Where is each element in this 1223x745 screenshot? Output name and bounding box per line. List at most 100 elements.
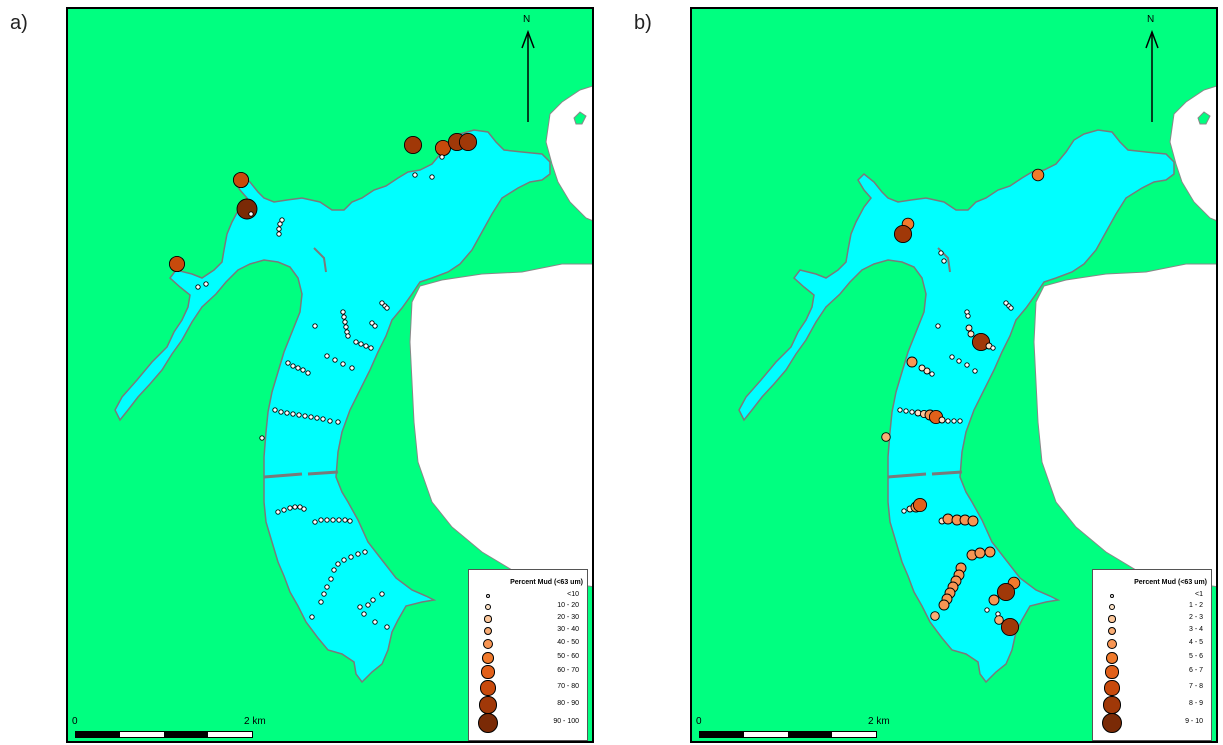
legend-class-label: 6 - 7 <box>1188 667 1203 674</box>
legend-b: Percent Mud (<63 um) <1 1 - 2 2 - 3 3 - 4 4 … <box>1092 569 1212 741</box>
sample-point <box>935 323 941 329</box>
sample-point <box>308 414 314 420</box>
legend-item: <10 <box>469 591 587 609</box>
legend-class-label: 4 - 5 <box>1188 639 1203 646</box>
sample-point <box>276 226 282 232</box>
legend-symbol <box>1109 593 1115 599</box>
legend-symbol <box>485 593 491 599</box>
legend-item: 9 - 10 <box>1093 713 1211 736</box>
legend-class-label: 3 - 4 <box>1188 626 1203 633</box>
legend-item: 70 - 80 <box>469 680 587 701</box>
legend-symbol <box>1108 615 1116 623</box>
legend-item: 2 - 3 <box>1093 614 1211 632</box>
sample-point <box>988 594 1000 606</box>
sample-point <box>332 357 338 363</box>
sample-point <box>965 324 973 332</box>
sample-point <box>335 561 341 567</box>
legend-class-label: 90 - 100 <box>553 718 579 725</box>
legend-symbol <box>483 639 493 649</box>
sample-point <box>994 615 1004 625</box>
legend-symbol <box>484 615 492 623</box>
sample-point <box>893 224 913 244</box>
sample-point <box>324 353 330 359</box>
sample-point <box>365 602 371 608</box>
sample-point <box>301 506 307 512</box>
legend-title: Percent Mud (<63 um) <box>510 579 583 586</box>
legend-symbol <box>478 713 498 733</box>
sample-point <box>331 567 337 573</box>
scale-end: 2 km <box>244 716 266 727</box>
sample-point <box>292 504 298 510</box>
sample-point <box>347 518 353 524</box>
sample-point <box>236 198 258 220</box>
sample-point <box>370 597 376 603</box>
sample-point <box>938 250 944 256</box>
legend-item: 3 - 4 <box>1093 626 1211 644</box>
legend-symbol <box>485 604 491 610</box>
sample-point <box>967 330 975 338</box>
sample-point <box>458 132 478 152</box>
sample-point <box>965 313 971 319</box>
samples-a-group <box>168 132 478 630</box>
sample-point <box>290 363 296 369</box>
north-arrow-a: N <box>518 14 538 124</box>
sample-point <box>972 368 978 374</box>
sample-point <box>897 407 903 413</box>
sample-point <box>345 333 351 339</box>
legend-class-label: 20 - 30 <box>557 614 579 621</box>
sample-point <box>1000 617 1020 637</box>
sample-point <box>439 154 445 160</box>
sample-point <box>324 584 330 590</box>
legend-class-label: 1 - 2 <box>1188 602 1203 609</box>
north-label: N <box>1147 14 1155 25</box>
sample-point <box>909 409 915 415</box>
sample-point <box>335 419 341 425</box>
legend-class-label: 60 - 70 <box>557 667 579 674</box>
panel-b-label: b) <box>634 12 652 34</box>
map-panel-a: N Percent Mud (<63 um) <10 10 - 20 20 - 30… <box>66 7 594 743</box>
sample-point <box>290 411 296 417</box>
sample-point <box>1031 168 1045 182</box>
sample-point <box>272 407 278 413</box>
legend-symbol <box>1107 626 1117 636</box>
legend-class-label: 50 - 60 <box>557 653 579 660</box>
legend-title: Percent Mud (<63 um) <box>1134 579 1207 586</box>
sample-point <box>278 409 284 415</box>
legend-class-label: 10 - 20 <box>557 602 579 609</box>
sample-point <box>412 172 418 178</box>
legend-symbol <box>481 665 495 679</box>
sample-point <box>938 416 946 424</box>
sample-point <box>967 515 979 527</box>
sample-point <box>168 255 186 273</box>
legend-class-label: 2 - 3 <box>1188 614 1203 621</box>
sample-point <box>340 309 346 315</box>
sample-point <box>372 619 378 625</box>
sample-point <box>321 591 327 597</box>
sample-point <box>312 519 318 525</box>
inlet-line <box>313 247 327 273</box>
sample-point <box>372 323 378 329</box>
scale-start: 0 <box>696 716 702 727</box>
legend-item: 50 - 60 <box>469 652 587 671</box>
sample-point <box>324 517 330 523</box>
sample-point <box>903 408 909 414</box>
legend-item: 90 - 100 <box>469 713 587 736</box>
sample-point <box>964 362 970 368</box>
sample-point <box>945 418 951 424</box>
sample-point <box>912 497 928 513</box>
sample-point <box>341 314 347 320</box>
sample-point <box>284 410 290 416</box>
scale-bar-graphic <box>699 731 877 738</box>
legend-item: 7 - 8 <box>1093 680 1211 701</box>
north-label: N <box>523 14 531 25</box>
sample-point <box>361 611 367 617</box>
legend-item: 30 - 40 <box>469 626 587 644</box>
sample-point <box>949 354 955 360</box>
sample-point <box>314 415 320 421</box>
legend-class-label: <1 <box>1195 591 1203 598</box>
sample-point <box>342 319 348 325</box>
legend-item: 10 - 20 <box>469 602 587 620</box>
legend-class-label: 5 - 6 <box>1188 653 1203 660</box>
sample-point <box>297 504 303 510</box>
sample-point <box>349 365 355 371</box>
